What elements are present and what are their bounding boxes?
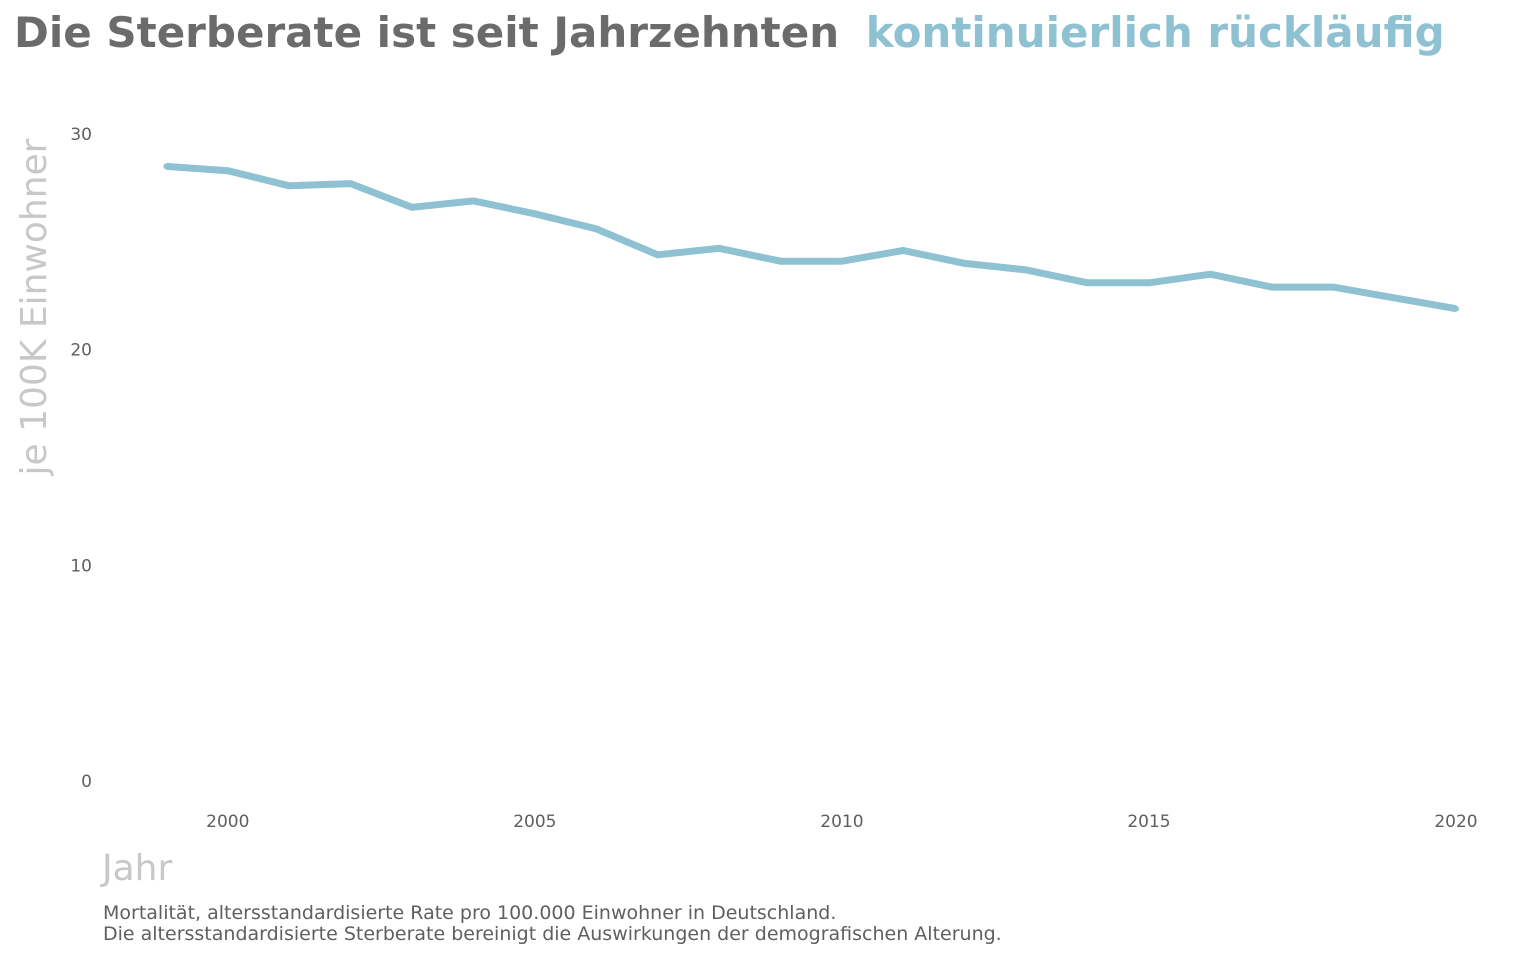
data-point bbox=[224, 167, 231, 174]
data-point bbox=[163, 163, 170, 170]
series-line bbox=[166, 162, 1457, 313]
x-tick-label: 2010 bbox=[820, 812, 863, 832]
data-point bbox=[1084, 279, 1091, 286]
data-point bbox=[1391, 294, 1398, 301]
x-tick-label: 2020 bbox=[1434, 812, 1477, 832]
title-part-main: Die Sterberate ist seit Jahrzehnten bbox=[14, 8, 839, 57]
data-point bbox=[1023, 266, 1030, 273]
data-point bbox=[1145, 279, 1152, 286]
data-point bbox=[961, 260, 968, 267]
x-tick-label: 2005 bbox=[513, 812, 556, 832]
y-tick-label: 30 bbox=[70, 125, 92, 145]
data-point bbox=[654, 251, 661, 258]
data-point bbox=[1268, 284, 1275, 291]
data-point bbox=[593, 225, 600, 232]
title-part-highlight: kontinuierlich rückläufig bbox=[866, 8, 1445, 57]
x-tick-label: 2000 bbox=[206, 812, 249, 832]
data-point bbox=[347, 180, 354, 187]
x-tick-label: 2015 bbox=[1127, 812, 1170, 832]
caption-line-1: Mortalität, altersstandardisierte Rate p… bbox=[103, 902, 836, 924]
chart-title: Die Sterberate ist seit Jahrzehnten kont… bbox=[14, 8, 1445, 57]
data-point bbox=[716, 245, 723, 252]
data-point bbox=[1330, 284, 1337, 291]
caption-line-2: Die altersstandardisierte Sterberate ber… bbox=[103, 923, 1002, 945]
y-tick-label: 0 bbox=[81, 772, 92, 792]
y-tick-label: 20 bbox=[70, 341, 92, 361]
y-axis-ticks: 0 10 20 30 bbox=[70, 125, 92, 792]
data-point bbox=[900, 247, 907, 254]
x-axis-ticks: 2000 2005 2010 2015 2020 bbox=[206, 812, 1477, 832]
data-point bbox=[838, 258, 845, 265]
data-point bbox=[286, 182, 293, 189]
data-point bbox=[1207, 271, 1214, 278]
y-tick-label: 10 bbox=[70, 556, 92, 576]
x-axis-title: Jahr bbox=[100, 848, 172, 889]
data-point bbox=[409, 204, 416, 211]
data-point bbox=[777, 258, 784, 265]
series-layer bbox=[163, 162, 1459, 313]
data-point bbox=[470, 197, 477, 204]
y-axis-title: je 100K Einwohner bbox=[14, 138, 55, 476]
data-point bbox=[531, 210, 538, 217]
data-point bbox=[1453, 305, 1459, 312]
